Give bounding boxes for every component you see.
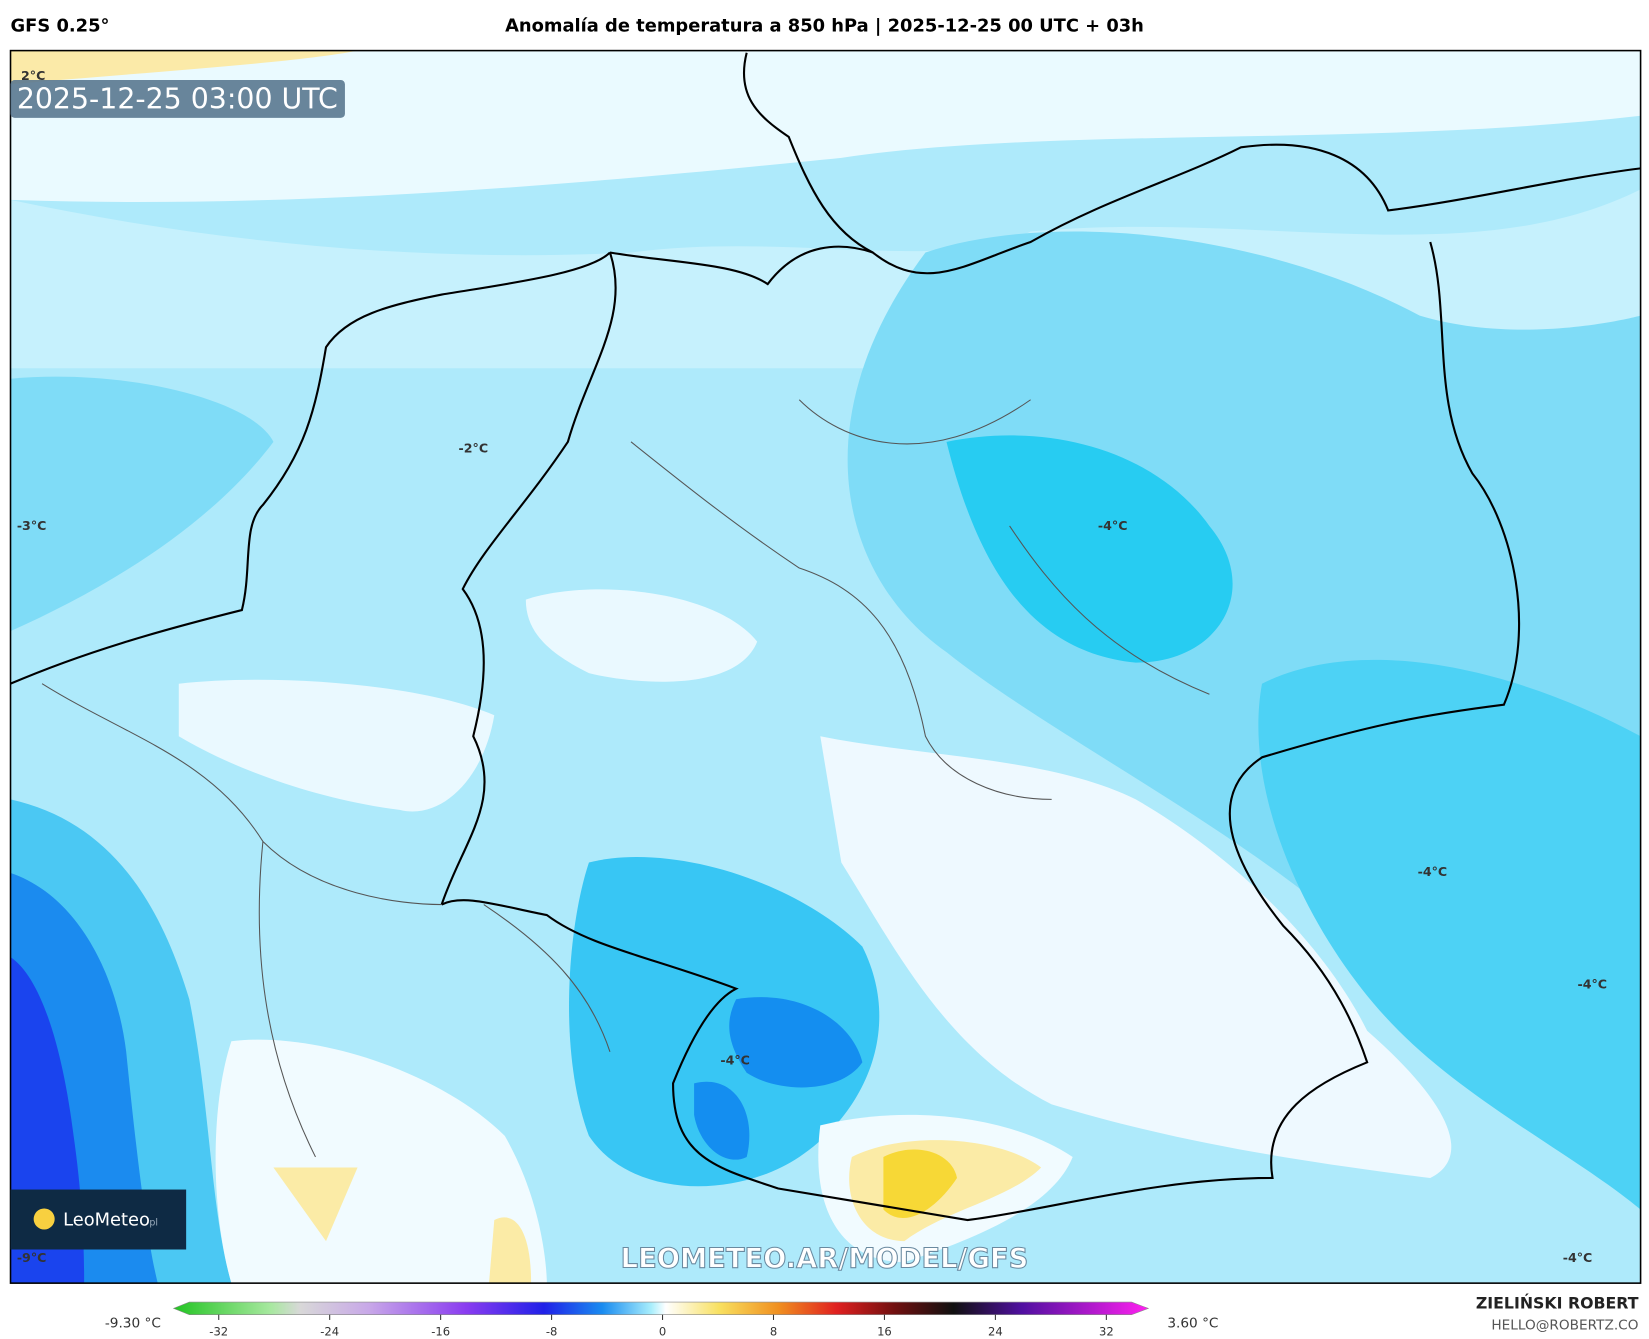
coastline — [10, 52, 1641, 1222]
contour-label: -9°C — [17, 1250, 47, 1265]
logo-icon — [33, 1208, 55, 1230]
contour-label: -4°C — [720, 1052, 750, 1067]
colorbar-max: 3.60 °C — [1167, 1315, 1218, 1331]
map-frame — [9, 49, 1642, 1284]
colorbar-tick-label: 8 — [770, 1325, 777, 1339]
contour-label: -4°C — [1098, 518, 1128, 533]
model-name: GFS 0.25° — [11, 16, 110, 37]
colorbar-tick-label: -32 — [209, 1325, 228, 1339]
colorbar-tick-label: 0 — [659, 1325, 666, 1339]
contour-label: 2°C — [21, 68, 45, 83]
contour-labels: 2°C -2°C -3°C -4°C -4°C -4°C -4°C -9°C -… — [17, 68, 1607, 1265]
contour-label: -4°C — [1418, 864, 1448, 879]
timestamp-box — [10, 80, 345, 118]
contour-label: -2°C — [459, 440, 489, 455]
colorbar-tick-label: 32 — [1099, 1325, 1114, 1339]
colorbar-tick-label: 16 — [877, 1325, 892, 1339]
map: 2°C -2°C -3°C -4°C -4°C -4°C -4°C -9°C -… — [10, 50, 1641, 1284]
contour-label: -4°C — [1563, 1250, 1593, 1265]
watermark: LEOMETEO.AR/MODEL/GFS — [621, 1243, 1029, 1274]
author: ZIELIŃSKI ROBERT — [1476, 1293, 1639, 1312]
colorbar-tick-label: 24 — [988, 1325, 1003, 1339]
borders — [41, 399, 1210, 1158]
colorbar-tick-label: -24 — [320, 1325, 339, 1339]
contour-label: -3°C — [17, 518, 47, 533]
colorbar-tick-label: -8 — [546, 1325, 558, 1339]
contour-label: -4°C — [1577, 977, 1607, 992]
email: HELLO@ROBERTZ.CO — [1491, 1317, 1638, 1333]
timestamp: 2025-12-25 03:00 UTC — [17, 82, 338, 115]
logo-suffix: pl — [149, 1217, 158, 1228]
colorbar-ramp — [172, 1301, 1150, 1315]
colorbar-tick-label: -16 — [431, 1325, 450, 1339]
logo: LeoMeteo — [63, 1209, 150, 1230]
colorbar-min: -9.30 °C — [105, 1315, 161, 1331]
title: Anomalía de temperatura a 850 hPa | 2025… — [505, 16, 1144, 37]
colorbar: -9.30 °C 3.60 °C -32 -24 -16 -8 0 8 16 24 32 — [105, 1301, 1218, 1339]
